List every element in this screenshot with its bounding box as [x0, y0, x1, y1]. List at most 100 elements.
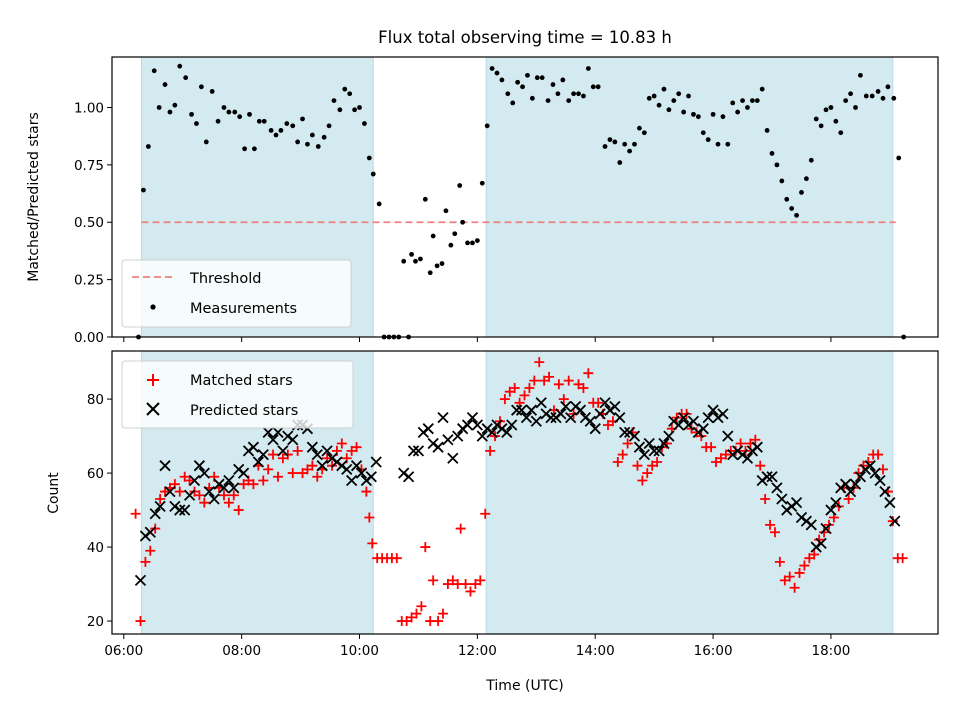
bottom-panel-ylabel: Count: [46, 472, 62, 514]
bottom-panel: 20 40 60 80 06:00 08:00 10:00 12:00 14:00 16:00 1…: [46, 350, 939, 659]
matched-stars-point: [897, 553, 908, 564]
measurement-point: [141, 187, 146, 193]
measurement-point: [247, 111, 252, 117]
measurement-point: [203, 139, 209, 145]
predicted-stars-point: [208, 493, 220, 505]
matched-stars-point: [563, 375, 574, 386]
measurements-legend-label: Measurements: [190, 301, 297, 317]
measurement-point: [494, 70, 500, 76]
predicted-stars-point: [830, 497, 842, 509]
predicted-stars-point: [820, 522, 832, 535]
measurements-legend-swatch: [150, 304, 156, 310]
matched-stars-point: [519, 390, 530, 401]
measurement-point: [347, 91, 353, 97]
measurement-point: [555, 91, 561, 97]
measurement-point: [730, 100, 736, 106]
predicted-stars-point: [350, 460, 363, 472]
matched-stars-point: [612, 456, 623, 467]
x-tick-label: 08:00: [222, 643, 261, 659]
matched-stars-point: [428, 575, 439, 586]
measurement-point: [803, 176, 809, 182]
matched-stars-point: [223, 497, 234, 508]
predicted-stars-point: [506, 419, 518, 431]
matched-stars-point: [460, 579, 471, 590]
matched-stars-point: [593, 397, 604, 408]
matched-stars-point: [578, 382, 589, 393]
measurement-point: [499, 77, 505, 83]
matched-stars-point: [784, 571, 795, 582]
measurement-point: [779, 178, 785, 184]
measurement-point: [539, 75, 545, 81]
measurement-point: [273, 132, 279, 138]
measurement-point: [167, 109, 173, 115]
predicted-stars-point: [476, 430, 488, 442]
predicted-stars-point: [267, 434, 279, 446]
measurement-point: [284, 121, 290, 126]
predicted-stars-point: [628, 430, 641, 442]
bottom-panel-frame: [111, 350, 939, 635]
predicted-stars-point: [707, 404, 719, 416]
matched-stars-point: [789, 582, 800, 593]
measurement-point: [209, 89, 215, 94]
predicted-stars-point: [889, 515, 901, 527]
predicted-stars-point: [643, 437, 655, 450]
measurement-point: [764, 128, 770, 133]
measurement-point: [252, 146, 257, 152]
predicted-stars-point: [633, 441, 646, 453]
predicted-stars-point: [864, 460, 876, 472]
predicted-stars-point: [599, 397, 611, 409]
predicted-stars-point: [619, 426, 631, 439]
measurement-point: [671, 98, 677, 104]
y-tick-label: 80: [87, 392, 104, 408]
measurement-point: [366, 155, 372, 161]
matched-stars-point: [652, 456, 663, 467]
measurement-point: [448, 242, 454, 248]
measurement-point: [869, 93, 875, 99]
matched-stars-point: [228, 490, 239, 501]
measurement-point: [637, 125, 642, 131]
predicted-stars-point: [555, 408, 567, 420]
matched-stars-point: [194, 490, 205, 501]
matched-stars-point: [367, 538, 378, 549]
predicted-stars-point: [884, 497, 896, 509]
predicted-stars-point: [154, 500, 166, 513]
matched-stars-point: [750, 434, 761, 445]
measurement-point: [745, 105, 750, 110]
matched-stars-point: [258, 475, 269, 486]
matched-stars-point: [553, 379, 564, 390]
measurement-point: [326, 123, 332, 129]
predicted-stars-point: [257, 448, 269, 461]
matched-stars-point: [140, 556, 151, 567]
matched-stars-point: [794, 567, 805, 578]
measurement-point: [529, 95, 535, 101]
measurement-point: [843, 98, 849, 104]
measurement-point: [560, 77, 566, 83]
matched-stars-point: [268, 449, 279, 460]
matched-stars-point: [529, 375, 540, 386]
measurement-point: [434, 263, 440, 269]
figure-title: Flux total observing time = 10.83 h: [378, 28, 672, 47]
predicted-stars-point: [252, 456, 264, 468]
predicted-stars-point: [648, 445, 660, 457]
predicted-stars-point: [174, 504, 186, 516]
measurement-point: [661, 86, 667, 92]
measurement-point: [710, 111, 716, 117]
matched-stars-point: [799, 560, 810, 571]
x-tick-label: 18:00: [811, 643, 850, 659]
measurement-point: [853, 105, 858, 110]
measurement-point: [439, 261, 445, 266]
matched-stars-point: [174, 486, 185, 497]
matched-stars-point: [475, 575, 486, 586]
measurement-point: [465, 240, 470, 246]
measurement-point: [315, 144, 321, 149]
predicted-stars-point: [535, 397, 547, 409]
matched-stars-point: [361, 486, 372, 497]
top-panel-legend: Threshold Measurements: [121, 259, 352, 328]
measurement-point: [686, 93, 691, 99]
measurement-point: [848, 91, 853, 97]
predicted-stars-point: [437, 411, 449, 424]
measurement-point: [818, 123, 824, 129]
measurement-point: [145, 144, 151, 149]
predicted-stars-point: [262, 426, 274, 439]
top-legend-box: [121, 259, 352, 328]
